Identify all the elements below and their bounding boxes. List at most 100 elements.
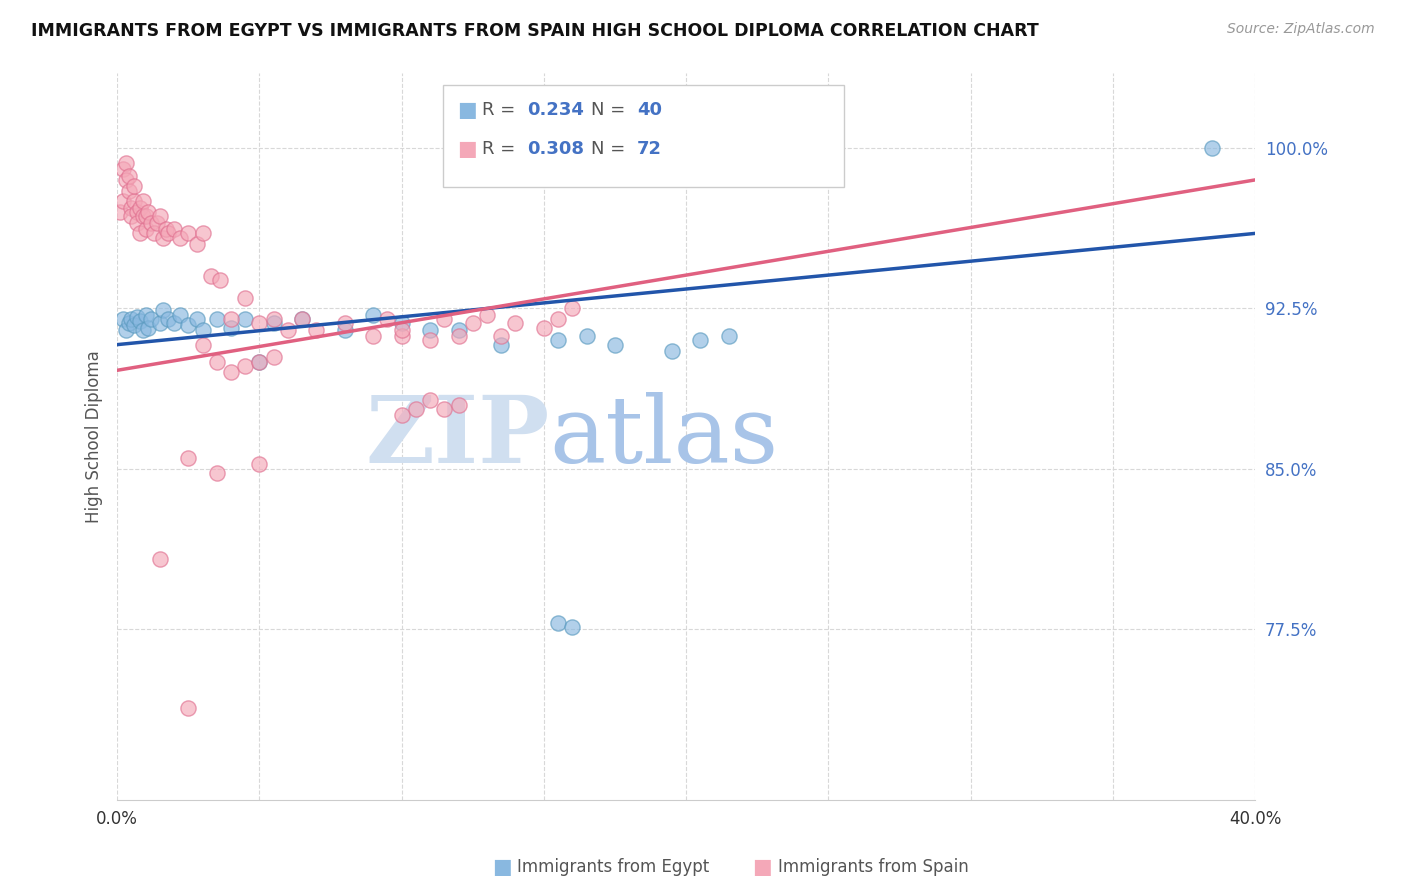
Point	[233, 359, 256, 373]
Point	[127, 310, 149, 324]
Text: R =: R =	[482, 101, 522, 119]
Point	[186, 312, 208, 326]
Point	[291, 312, 314, 326]
Point	[122, 179, 145, 194]
Point	[377, 312, 399, 326]
Text: IMMIGRANTS FROM EGYPT VS IMMIGRANTS FROM SPAIN HIGH SCHOOL DIPLOMA CORRELATION C: IMMIGRANTS FROM EGYPT VS IMMIGRANTS FROM…	[31, 22, 1039, 40]
Point	[149, 209, 172, 223]
Point	[111, 162, 134, 177]
Point	[191, 323, 214, 337]
Point	[120, 201, 142, 215]
Point	[120, 312, 142, 326]
Text: 0.308: 0.308	[527, 140, 585, 158]
Point	[122, 318, 145, 333]
Text: ■: ■	[492, 857, 512, 877]
Point	[547, 334, 569, 348]
Point	[152, 303, 174, 318]
Point	[489, 329, 512, 343]
Point	[186, 237, 208, 252]
Point	[205, 466, 228, 480]
Point	[114, 156, 136, 170]
Point	[117, 316, 139, 330]
Point	[177, 701, 200, 715]
Point	[391, 329, 413, 343]
Point	[143, 227, 166, 241]
Point	[135, 222, 157, 236]
Point	[135, 308, 157, 322]
Point	[447, 329, 470, 343]
Text: ■: ■	[457, 100, 477, 120]
Point	[177, 450, 200, 465]
Point	[419, 323, 441, 337]
Text: R =: R =	[482, 140, 522, 158]
Point	[157, 312, 180, 326]
Point	[200, 269, 222, 284]
Point	[419, 334, 441, 348]
Point	[277, 323, 299, 337]
Point	[146, 216, 169, 230]
Point	[249, 458, 271, 472]
Point	[135, 209, 157, 223]
Point	[391, 323, 413, 337]
Text: ZIP: ZIP	[366, 392, 550, 482]
Point	[157, 227, 180, 241]
Point	[177, 318, 200, 333]
Point	[132, 323, 155, 337]
Point	[155, 222, 177, 236]
Point	[419, 393, 441, 408]
Point	[117, 169, 139, 183]
Point	[141, 216, 163, 230]
Point	[603, 337, 626, 351]
Point	[149, 551, 172, 566]
Point	[361, 329, 384, 343]
Point	[163, 316, 186, 330]
Point	[405, 401, 427, 416]
Point	[305, 323, 328, 337]
Point	[249, 316, 271, 330]
Point	[132, 194, 155, 209]
Point	[661, 344, 683, 359]
Point	[475, 308, 498, 322]
Point	[108, 205, 131, 219]
Point	[249, 355, 271, 369]
Point	[219, 320, 242, 334]
Point	[333, 316, 356, 330]
Point	[561, 620, 583, 634]
Point	[219, 366, 242, 380]
Text: 0.234: 0.234	[527, 101, 583, 119]
Point	[191, 337, 214, 351]
Point	[205, 355, 228, 369]
Point	[547, 312, 569, 326]
Text: Immigrants from Egypt: Immigrants from Egypt	[517, 858, 710, 876]
Point	[575, 329, 598, 343]
Point	[111, 194, 134, 209]
Point	[163, 222, 186, 236]
Point	[120, 209, 142, 223]
Point	[361, 308, 384, 322]
Point	[177, 227, 200, 241]
Point	[533, 320, 555, 334]
Text: ■: ■	[752, 857, 772, 877]
Point	[489, 337, 512, 351]
Point	[291, 312, 314, 326]
Point	[263, 351, 285, 365]
Point	[561, 301, 583, 316]
Point	[547, 615, 569, 630]
Text: N =: N =	[591, 140, 630, 158]
Text: 40: 40	[637, 101, 662, 119]
Point	[1201, 141, 1223, 155]
Point	[132, 209, 155, 223]
Point	[114, 173, 136, 187]
Text: ■: ■	[457, 139, 477, 159]
Point	[129, 314, 152, 328]
Point	[127, 216, 149, 230]
Point	[111, 312, 134, 326]
Point	[208, 273, 231, 287]
Point	[263, 316, 285, 330]
Point	[127, 205, 149, 219]
Text: N =: N =	[591, 101, 630, 119]
Text: 72: 72	[637, 140, 662, 158]
Point	[333, 323, 356, 337]
Point	[433, 312, 456, 326]
Point	[169, 230, 191, 244]
